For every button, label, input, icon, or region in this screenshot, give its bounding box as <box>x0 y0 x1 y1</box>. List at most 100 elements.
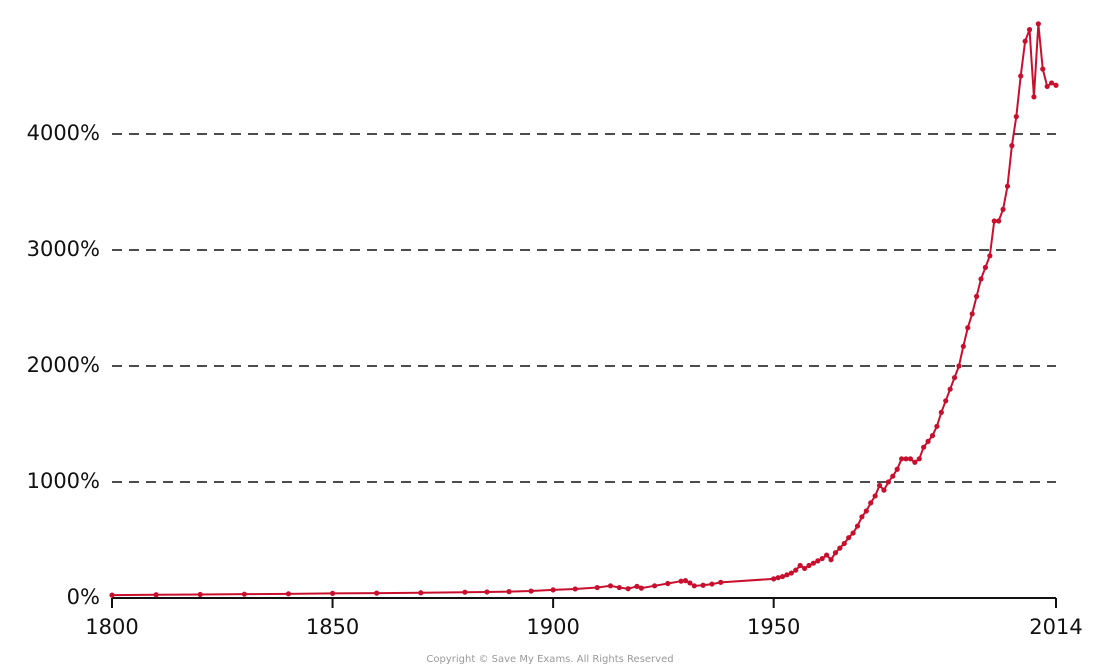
y-tick-label: 4000% <box>27 121 100 145</box>
data-point <box>1018 73 1024 79</box>
data-point <box>868 500 874 506</box>
data-point <box>890 473 896 479</box>
data-line <box>111 23 1057 597</box>
data-point <box>1048 80 1055 86</box>
data-point <box>484 589 490 595</box>
data-point <box>894 466 900 472</box>
data-point <box>938 409 944 415</box>
data-point <box>665 580 671 587</box>
data-point <box>594 584 600 591</box>
data-point <box>819 555 825 562</box>
data-point <box>885 479 891 485</box>
x-tick-label: 1800 <box>85 615 138 639</box>
data-point <box>965 325 971 331</box>
data-point <box>784 572 790 578</box>
data-point <box>859 514 865 520</box>
data-point <box>973 293 980 299</box>
x-tick-label: 1850 <box>306 615 359 639</box>
data-point <box>687 580 693 586</box>
data-point <box>837 545 843 551</box>
data-point <box>638 585 644 591</box>
data-point <box>929 433 936 439</box>
data-point <box>793 567 799 573</box>
y-tick-label: 1000% <box>27 469 100 493</box>
data-point <box>907 456 914 462</box>
data-point <box>1035 21 1041 27</box>
data-point <box>824 552 830 558</box>
data-point <box>550 587 556 593</box>
data-point <box>846 535 852 541</box>
data-point <box>418 590 424 596</box>
data-point <box>506 589 512 595</box>
data-point <box>718 579 724 585</box>
data-point <box>329 590 336 596</box>
data-point <box>651 583 658 589</box>
data-point <box>1031 94 1037 100</box>
data-point <box>828 557 834 563</box>
data-point <box>899 456 905 462</box>
data-point <box>903 456 909 462</box>
data-point <box>1013 114 1019 120</box>
data-point <box>982 264 989 270</box>
data-point <box>678 578 684 584</box>
data-point <box>691 583 697 589</box>
data-point <box>153 592 159 598</box>
data-point <box>616 584 622 591</box>
data-point <box>462 589 468 595</box>
data-point <box>951 375 958 381</box>
data-point <box>943 398 949 404</box>
data-point <box>921 444 927 450</box>
data-point <box>634 583 640 590</box>
y-tick-label: 2000% <box>27 353 100 377</box>
data-point <box>996 218 1002 224</box>
data-point <box>872 493 878 499</box>
data-point <box>241 591 247 597</box>
data-point <box>700 582 706 588</box>
data-point <box>1004 183 1011 189</box>
data-point <box>863 508 869 514</box>
data-point <box>779 573 786 580</box>
data-point <box>607 583 614 589</box>
data-point <box>374 590 380 596</box>
x-tick-label: 1950 <box>747 615 800 639</box>
data-point <box>841 540 847 547</box>
data-point <box>797 562 803 569</box>
data-point <box>969 311 975 317</box>
data-point <box>810 560 816 566</box>
data-point <box>832 550 839 556</box>
data-point <box>912 459 918 465</box>
x-tick-label: 1900 <box>526 615 579 639</box>
data-point <box>850 530 856 536</box>
data-point <box>806 562 812 569</box>
data-point <box>854 523 861 529</box>
data-point <box>1009 143 1015 149</box>
data-point <box>881 487 887 493</box>
data-point <box>682 578 689 584</box>
data-point <box>1000 206 1006 212</box>
data-point <box>1022 38 1028 44</box>
data-point <box>709 581 715 587</box>
data-point <box>788 570 794 576</box>
copyright: Copyright © Save My Exams. All Rights Re… <box>426 654 673 665</box>
data-point <box>991 218 997 224</box>
data-point <box>876 482 883 489</box>
data-point <box>572 586 578 592</box>
data-point <box>1040 66 1046 72</box>
data-point <box>771 576 777 582</box>
data-point <box>934 423 940 429</box>
data-point <box>978 276 984 282</box>
data-point <box>109 592 115 598</box>
data-point <box>1053 82 1059 88</box>
data-point <box>775 575 781 581</box>
data-point <box>197 591 203 598</box>
data-point <box>960 343 966 349</box>
y-tick-label: 0% <box>67 585 100 609</box>
data-point <box>815 558 821 564</box>
data-point <box>947 386 953 392</box>
data-point <box>925 438 931 444</box>
data-point <box>956 363 962 369</box>
data-point <box>1044 83 1050 90</box>
data-point <box>987 253 993 259</box>
data-point <box>625 586 631 592</box>
